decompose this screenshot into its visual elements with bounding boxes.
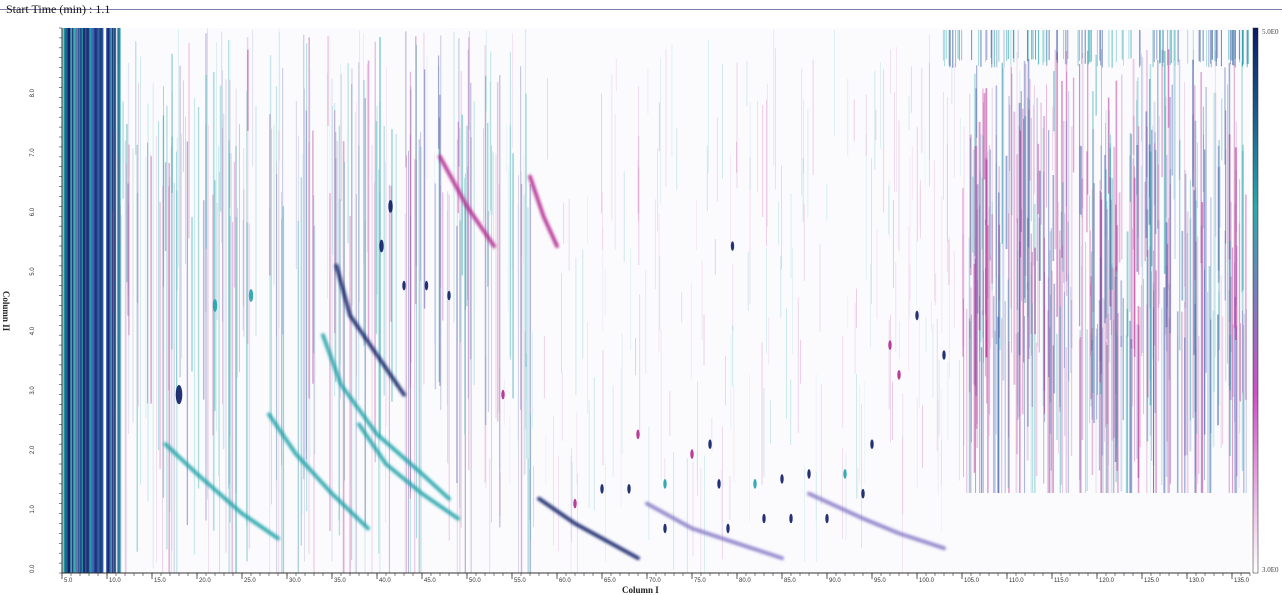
x-tick-label: 70.0: [649, 578, 661, 584]
colorbar-max-label: 5.0E0: [1262, 28, 1279, 36]
peak-spot: [915, 310, 919, 321]
x-tick-label: 50.0: [469, 578, 481, 584]
peak-spot: [573, 498, 577, 509]
peak-spot: [861, 488, 865, 499]
peak-spot: [843, 469, 847, 479]
peak-spot: [690, 449, 694, 459]
peak-streak-i: [528, 174, 559, 248]
y-axis-label: Column II: [1, 290, 12, 332]
x-tick-label: 60.0: [559, 578, 571, 584]
x-tick-label: 135.0: [1234, 578, 1250, 584]
peak-streak-a: [163, 442, 280, 541]
x-tick-label: 80.0: [739, 578, 751, 584]
peak-spot: [717, 479, 721, 489]
x-tick-label: 85.0: [784, 578, 796, 584]
peak-streak-b: [267, 412, 370, 531]
peak-streak-c: [321, 333, 451, 501]
peak-spot: [726, 523, 730, 534]
x-tick-label: 115.0: [1054, 578, 1069, 584]
peak-spot: [807, 469, 811, 479]
y-tick-label: 6.0: [30, 207, 36, 216]
peak-streak-h: [807, 491, 946, 551]
window-top-border: [0, 9, 1282, 10]
x-tick-label: 5.0: [64, 578, 73, 584]
peak-spot: [762, 513, 766, 524]
peak-spot: [447, 290, 451, 301]
peak-streaks: [163, 154, 946, 561]
x-tick-label: 15.0: [154, 578, 166, 584]
y-tick-label: 0.0: [30, 564, 36, 573]
peak-spot: [780, 474, 784, 484]
x-tick-label: 35.0: [334, 578, 346, 584]
peak-spot: [870, 439, 874, 450]
x-tick-label: 10.0: [109, 578, 121, 584]
x-tick-label: 75.0: [694, 578, 706, 584]
y-tick-label: 7.0: [30, 148, 36, 157]
y-tick-label: 5.0: [30, 267, 36, 276]
peak-spot: [600, 484, 604, 494]
peak-spot: [730, 241, 735, 251]
y-tick-label: 8.0: [30, 88, 36, 97]
x-tick-label: 25.0: [244, 578, 256, 584]
x-tick-label: 90.0: [829, 578, 841, 584]
x-tick-label: 20.0: [199, 578, 211, 584]
peak-spot: [825, 513, 829, 524]
peak-spot: [888, 340, 892, 350]
peak-spot: [212, 299, 218, 312]
peak-spot: [789, 513, 793, 524]
peak-spot: [379, 239, 384, 253]
x-tick-label: 130.0: [1189, 578, 1205, 584]
colorbar-min-label: 3.0E0: [1262, 566, 1279, 574]
peak-spot: [248, 289, 254, 302]
chart-title: Start Time (min) : 1.1: [6, 2, 111, 16]
peak-spot: [424, 280, 429, 291]
x-tick-label: 100.0: [919, 578, 935, 584]
peak-spot: [753, 479, 757, 489]
x-tick-label: 125.0: [1144, 578, 1160, 584]
peak-spot: [636, 429, 640, 440]
x-tick-label: 65.0: [604, 578, 616, 584]
plot-area: [62, 28, 1250, 573]
x-tick-label: 55.0: [514, 578, 526, 584]
peak-spot: [175, 385, 183, 405]
peak-spot: [897, 370, 901, 380]
peak-spot: [402, 280, 406, 291]
peak-spot: [501, 389, 505, 400]
y-tick-label: 1.0: [30, 504, 36, 513]
colorbar[interactable]: [1252, 27, 1259, 574]
y-tick-label: 3.0: [30, 386, 36, 395]
x-tick-label: 45.0: [424, 578, 436, 584]
peak-spot: [388, 200, 393, 213]
x-tick-label: 40.0: [379, 578, 391, 584]
peak-spot: [708, 439, 712, 450]
x-tick-label: 110.0: [1009, 578, 1024, 584]
x-tick-label: 105.0: [964, 578, 980, 584]
peak-streak-j: [438, 154, 496, 248]
peak-spot: [942, 350, 946, 360]
peak-streak-e: [357, 422, 460, 521]
x-axis-label: Column I: [622, 585, 659, 595]
y-tick-label: 4.0: [30, 326, 36, 335]
x-tick-label: 95.0: [874, 578, 886, 584]
peak-spots: [175, 200, 946, 534]
x-tick-label: 120.0: [1099, 578, 1115, 584]
peak-streak-f: [537, 496, 640, 561]
peak-streak-g: [645, 501, 784, 561]
peak-spot: [663, 479, 667, 489]
x-tick-label: 30.0: [289, 578, 301, 584]
peak-spot: [627, 484, 631, 494]
peak-spot: [663, 523, 667, 534]
y-tick-label: 2.0: [30, 445, 36, 454]
peak-streak-d: [334, 263, 406, 397]
